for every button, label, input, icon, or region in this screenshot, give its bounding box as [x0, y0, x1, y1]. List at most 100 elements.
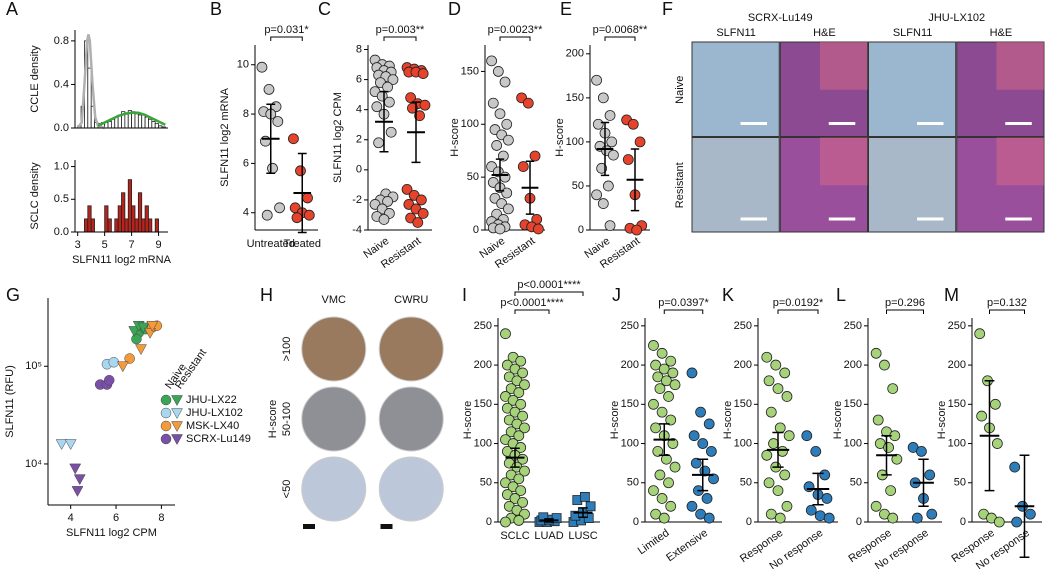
data-point — [761, 449, 773, 461]
y-tick-label: 100 — [734, 437, 752, 449]
row-label: <50 — [281, 480, 293, 499]
histogram-bar — [90, 218, 95, 233]
significance-bracket — [514, 291, 584, 296]
data-point — [382, 196, 393, 207]
data-point — [821, 493, 833, 504]
data-point — [656, 493, 668, 504]
data-point — [606, 136, 618, 148]
y-axis-label: SLFN11 log2 CPM — [332, 92, 344, 183]
data-point — [580, 491, 590, 502]
data-point — [656, 347, 668, 359]
panel-letter: E — [560, 0, 572, 19]
y-tick-label: 6 — [356, 73, 362, 85]
data-point — [602, 180, 614, 192]
y-tick-label: 50 — [627, 477, 639, 489]
y-axis-label: H-score — [936, 401, 948, 440]
y-tick-label: 0 — [473, 224, 479, 236]
data-point — [419, 99, 431, 111]
data-point — [260, 135, 271, 147]
data-point — [401, 183, 413, 195]
data-point — [656, 406, 668, 418]
histogram-bar — [154, 218, 159, 233]
data-point — [501, 118, 513, 130]
error-bar — [1019, 454, 1030, 559]
data-point — [774, 422, 786, 434]
data-point — [911, 512, 923, 524]
x-tick-label: LUAD — [534, 530, 563, 542]
data-point — [924, 469, 936, 481]
x-tick-label: Extensive — [664, 527, 710, 564]
data-point — [883, 442, 894, 453]
legend-swatch — [160, 407, 172, 419]
data-point — [879, 359, 890, 371]
data-point — [492, 66, 504, 77]
data-point — [665, 414, 677, 426]
histogram-bar — [154, 123, 159, 129]
data-point — [146, 320, 159, 332]
data-point — [770, 359, 782, 371]
data-point — [487, 97, 499, 109]
y-tick-label: 50 — [572, 180, 584, 192]
data-point — [131, 333, 142, 345]
data-point — [887, 383, 899, 395]
error-bar — [658, 423, 670, 457]
data-point — [103, 374, 115, 386]
data-point — [529, 150, 541, 162]
data-point — [779, 367, 791, 379]
data-point — [648, 340, 659, 351]
data-point — [486, 55, 498, 67]
y-tick-label: 10 — [237, 59, 249, 71]
data-point — [412, 217, 424, 228]
data-point — [135, 344, 147, 356]
p-value: p=0.296 — [885, 297, 925, 309]
column-label: H&E — [990, 27, 1013, 39]
density-curve — [76, 34, 106, 130]
histogram-bar — [148, 118, 153, 129]
y-tick-label: 250 — [621, 320, 639, 332]
data-point — [515, 442, 527, 453]
error-bar — [510, 447, 520, 468]
data-point — [661, 453, 672, 465]
y-tick-label: 200 — [566, 48, 584, 60]
y-tick-label: 4 — [356, 104, 362, 116]
significance-bracket — [499, 36, 531, 41]
legend-swatch — [160, 394, 172, 406]
data-point — [703, 512, 715, 524]
column-label: H&E — [813, 27, 836, 39]
data-point — [781, 391, 793, 402]
histogram-bar — [134, 218, 139, 233]
histogram-bar — [141, 114, 146, 129]
data-point — [665, 355, 677, 367]
data-point — [517, 161, 529, 172]
y-tick-label: 100 — [621, 437, 639, 449]
data-point — [763, 375, 775, 387]
legend-label: MSK-LX40 — [186, 420, 239, 432]
row-title: H-score — [267, 400, 279, 439]
error-bar — [297, 152, 307, 234]
data-point — [302, 192, 313, 204]
y-tick-label: 10⁵ — [25, 360, 42, 372]
y-tick-label: 8 — [356, 43, 362, 55]
data-point — [669, 379, 681, 391]
data-point — [887, 512, 899, 524]
y-tick-label: 200 — [948, 359, 966, 371]
error-bar — [379, 90, 389, 153]
micrograph — [868, 41, 957, 137]
data-point — [64, 439, 77, 451]
error-bar — [544, 518, 554, 523]
data-point — [870, 500, 882, 512]
panel-letter: C — [318, 0, 331, 19]
error-bar — [600, 121, 610, 177]
data-point — [303, 209, 315, 221]
data-point — [513, 387, 525, 398]
data-point — [274, 202, 285, 214]
data-point — [69, 463, 82, 475]
column-label: SLFN11 — [716, 27, 756, 39]
x-tick-label: Treated — [283, 238, 321, 250]
y-axis-label: H-score — [832, 401, 844, 440]
data-point — [627, 118, 639, 130]
y-tick-label: 6 — [243, 157, 249, 169]
data-point — [650, 422, 662, 434]
y-tick-label: 0 — [356, 164, 362, 176]
data-point — [533, 223, 544, 235]
